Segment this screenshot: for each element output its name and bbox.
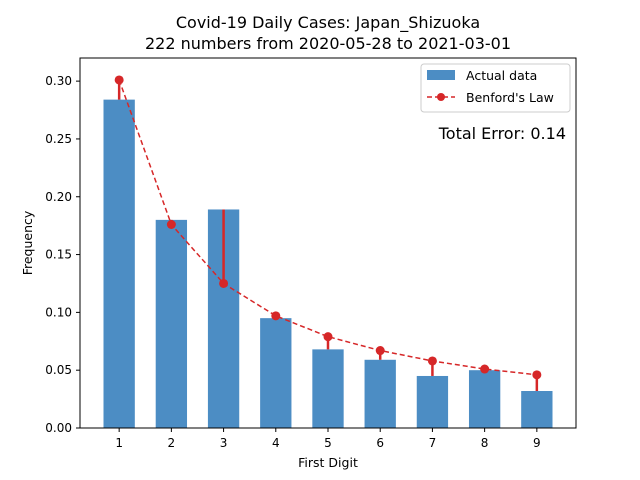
legend-box xyxy=(420,63,571,113)
legend-swatch-benford-marker xyxy=(437,93,445,101)
bar-4 xyxy=(260,318,292,428)
total-error-annotation: Total Error: 0.14 xyxy=(438,124,566,143)
bar-9 xyxy=(521,391,553,428)
benford-point-8 xyxy=(480,364,490,374)
legend-label-actual: Actual data xyxy=(466,68,537,83)
chart-title: Covid-19 Daily Cases: Japan_Shizuoka xyxy=(176,13,480,33)
benford-point-5 xyxy=(323,332,333,342)
x-tick-label: 4 xyxy=(272,436,280,450)
benford-point-1 xyxy=(114,75,124,85)
x-axis: 1 2 3 4 5 6 7 8 9 xyxy=(115,428,541,450)
x-tick-label: 2 xyxy=(168,436,176,450)
chart-subtitle: 222 numbers from 2020-05-28 to 2021-03-0… xyxy=(145,34,511,53)
y-tick-label: 0.10 xyxy=(45,305,72,319)
x-tick-label: 5 xyxy=(324,436,332,450)
y-tick-label: 0.20 xyxy=(45,190,72,204)
y-axis-label: Frequency xyxy=(20,210,35,275)
bar-8 xyxy=(468,370,501,428)
y-tick-label: 0.15 xyxy=(45,248,72,262)
y-axis: 0.00 0.05 0.10 0.15 0.20 0.25 0.30 xyxy=(45,74,80,435)
y-tick-label: 0.05 xyxy=(45,363,72,377)
x-tick-label: 7 xyxy=(429,436,437,450)
benford-point-7 xyxy=(427,356,437,366)
x-axis-label: First Digit xyxy=(298,455,358,470)
bar-5 xyxy=(312,349,344,428)
legend-label-benford: Benford's Law xyxy=(466,90,554,105)
legend: Actual data Benford's Law xyxy=(420,63,571,113)
x-tick-label: 3 xyxy=(220,436,228,450)
x-tick-label: 6 xyxy=(376,436,384,450)
bar-7 xyxy=(416,375,449,428)
x-tick-label: 9 xyxy=(533,436,541,450)
benford-point-4 xyxy=(271,311,281,321)
bar-6 xyxy=(364,359,396,428)
benford-point-3 xyxy=(219,278,229,288)
benford-point-6 xyxy=(375,346,385,356)
benford-point-9 xyxy=(532,370,542,380)
benford-line-path xyxy=(118,79,537,376)
legend-swatch-actual xyxy=(427,70,455,80)
benford-series xyxy=(114,75,542,380)
x-tick-label: 1 xyxy=(115,436,123,450)
y-tick-label: 0.30 xyxy=(45,74,72,88)
bar-1 xyxy=(103,99,135,428)
benford-point-2 xyxy=(166,220,176,229)
x-tick-label: 8 xyxy=(481,436,489,450)
y-tick-label: 0.00 xyxy=(45,421,72,435)
y-tick-label: 0.25 xyxy=(45,132,72,146)
bar-2 xyxy=(155,219,188,428)
